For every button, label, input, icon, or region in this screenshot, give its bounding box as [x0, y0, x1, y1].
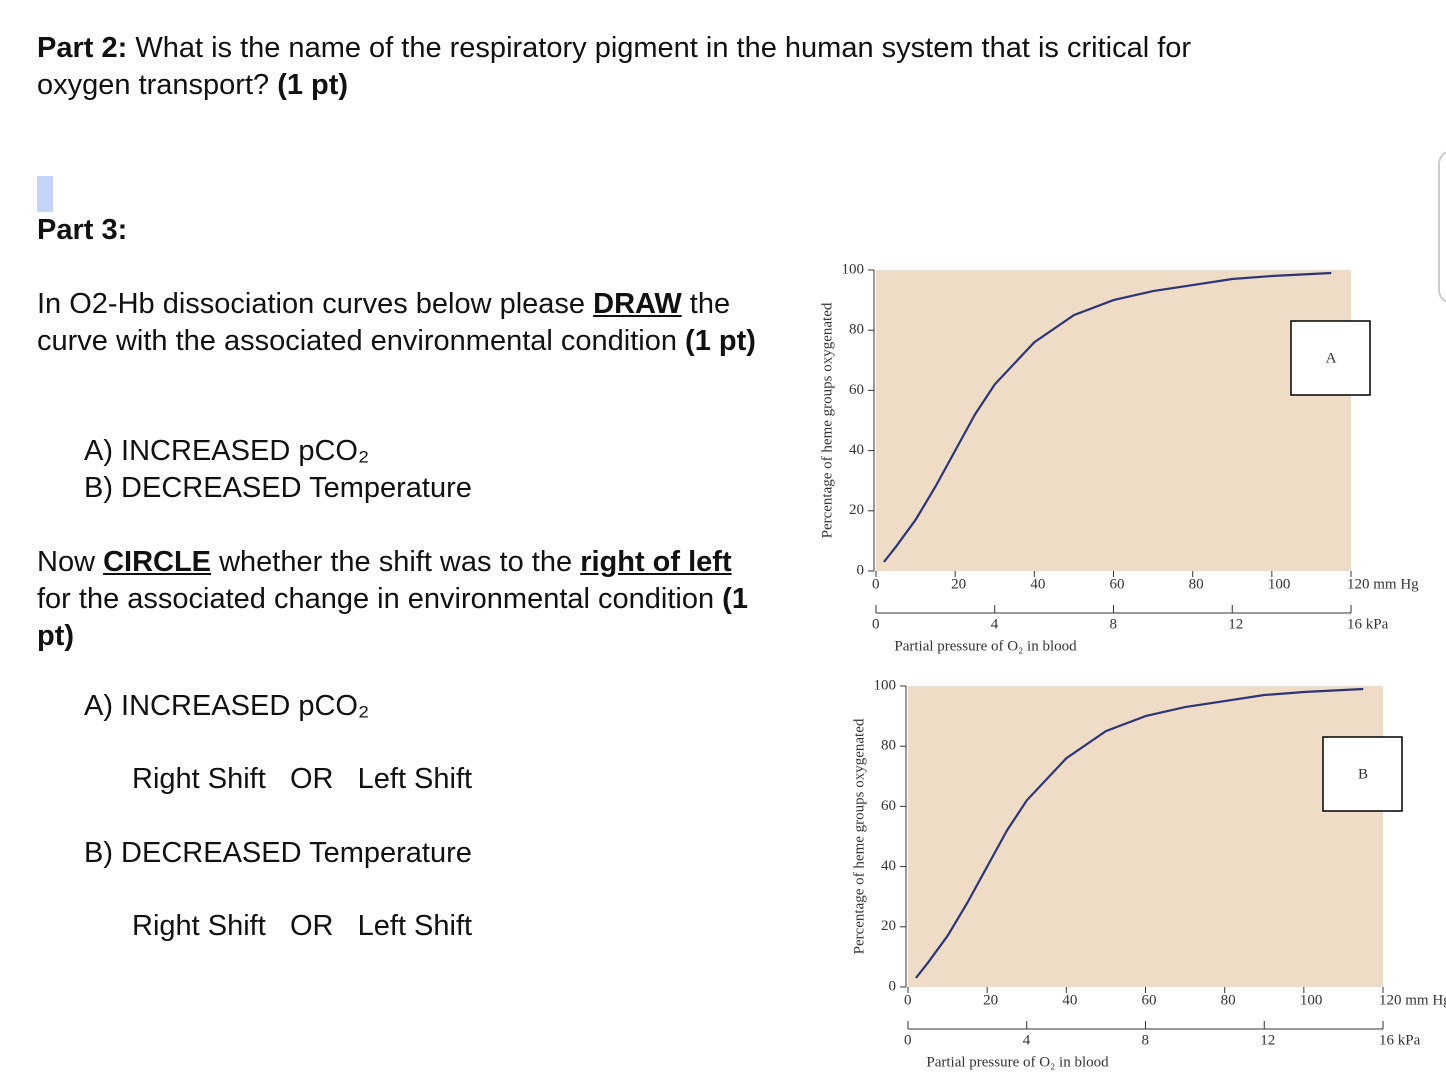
cursor	[37, 176, 53, 212]
x-tick-label: 60	[1110, 576, 1125, 592]
x-axis-label: Partial pressure of O₂ in blood	[926, 1054, 1109, 1070]
text: whether the shift was to the	[211, 546, 581, 578]
part3-label-text: Part 3:	[37, 214, 128, 246]
x-tick-label: 80	[1221, 992, 1236, 1008]
text: for the associated change in environment…	[37, 583, 723, 615]
y-tick-label: 80	[881, 738, 896, 754]
y-tick-label: 100	[874, 677, 897, 693]
points: (1 pt)	[37, 583, 748, 652]
x-tick-label: 120 mm Hg	[1379, 992, 1446, 1008]
y-tick-label: 0	[857, 562, 865, 578]
x2-tick-label: 4	[991, 616, 999, 632]
annotation: B	[1358, 766, 1368, 782]
part3-label: Part 3:	[37, 212, 127, 249]
emphasis: right of left	[580, 546, 732, 578]
x2-tick-label: 8	[1142, 1032, 1150, 1048]
x-tick-label: 0	[904, 992, 912, 1008]
emphasis: DRAW	[593, 288, 682, 320]
y-tick-label: 100	[842, 261, 865, 277]
y-tick-label: 0	[889, 978, 897, 994]
points: (1 pt)	[685, 325, 756, 357]
x-tick-label: 60	[1142, 992, 1157, 1008]
emphasis: CIRCLE	[103, 546, 212, 578]
y-tick-label: 60	[849, 382, 864, 398]
x-tick-label: 120 mm Hg	[1347, 576, 1419, 592]
x-axis-label: Partial pressure of O₂ in blood	[894, 638, 1077, 654]
x-tick-label: 100	[1268, 576, 1291, 592]
condition: B) DECREASED Temperature	[84, 472, 472, 504]
question-condition: A) INCREASED pCO₂	[84, 690, 370, 722]
y-tick-label: 20	[881, 918, 896, 934]
x2-tick-label: 12	[1228, 616, 1243, 632]
y-tick-label: 40	[881, 858, 896, 874]
part2-question: What is the name of the respiratory pigm…	[37, 32, 1192, 101]
part2-label: Part 2:	[37, 32, 128, 64]
x2-tick-label: 16 kPa	[1379, 1032, 1421, 1048]
y-tick-label: 60	[881, 798, 896, 814]
question-options: Right Shift OR Left Shift	[132, 763, 473, 795]
text: Now	[37, 546, 104, 578]
part2-points: (1 pt)	[277, 69, 349, 101]
annotation-box	[1290, 320, 1371, 396]
plot-background	[908, 686, 1383, 987]
x-tick-label: 80	[1189, 576, 1204, 592]
annotation: A	[1326, 350, 1337, 366]
draw-instruction: In O2-Hb dissociation curves below pleas…	[37, 286, 767, 360]
x-tick-label: 100	[1300, 992, 1323, 1008]
circle-instruction: Now CIRCLE whether the shift was to the …	[37, 544, 767, 655]
y-tick-label: 80	[849, 322, 864, 338]
y-tick-label: 20	[849, 502, 864, 518]
part2: Part 2: What is the name of the respirat…	[37, 30, 1277, 104]
x-tick-label: 20	[983, 992, 998, 1008]
x2-tick-label: 16 kPa	[1347, 616, 1389, 632]
x-tick-label: 20	[951, 576, 966, 592]
question-condition: B) DECREASED Temperature	[84, 837, 472, 869]
x-tick-label: 40	[1062, 992, 1077, 1008]
curve	[915, 687, 1364, 979]
x2-tick-label: 8	[1110, 616, 1118, 632]
x-tick-label: 40	[1030, 576, 1045, 592]
x2-tick-label: 4	[1023, 1032, 1031, 1048]
y-axis-label: Percentage of heme groups oxygenated	[819, 302, 835, 538]
x2-tick-label: 0	[904, 1032, 912, 1048]
x-tick-label: 0	[872, 576, 880, 592]
text: the curve with the associated environmen…	[37, 288, 731, 357]
question-options: Right Shift OR Left Shift	[132, 910, 473, 942]
condition: A) INCREASED pCO₂	[84, 435, 370, 467]
annotation-box	[1322, 736, 1403, 812]
x2-tick-label: 0	[872, 616, 880, 632]
y-tick-label: 40	[849, 442, 864, 458]
x2-tick-label: 12	[1260, 1032, 1275, 1048]
y-axis-label: Percentage of heme groups oxygenated	[851, 718, 867, 954]
text: In O2-Hb dissociation curves below pleas…	[37, 288, 594, 320]
plot-background	[876, 270, 1351, 571]
curve	[883, 271, 1332, 563]
